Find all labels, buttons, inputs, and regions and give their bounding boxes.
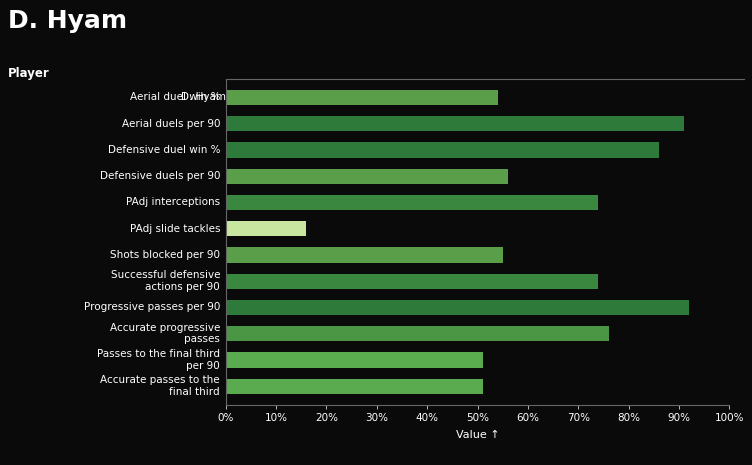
Bar	[226, 90, 498, 105]
Bar	[226, 221, 306, 236]
Bar	[226, 116, 684, 131]
Bar	[226, 379, 483, 394]
Text: Player: Player	[8, 67, 50, 80]
Bar	[226, 169, 508, 184]
Bar	[226, 142, 659, 158]
Text: D. Hyam: D. Hyam	[8, 9, 126, 33]
Bar	[226, 195, 599, 210]
X-axis label: Value ↑: Value ↑	[456, 430, 499, 440]
Bar	[226, 326, 608, 341]
Bar	[226, 352, 483, 367]
Bar	[226, 273, 599, 289]
Text: D. Hyam: D. Hyam	[180, 93, 226, 102]
Bar	[226, 247, 502, 263]
Bar	[226, 300, 689, 315]
